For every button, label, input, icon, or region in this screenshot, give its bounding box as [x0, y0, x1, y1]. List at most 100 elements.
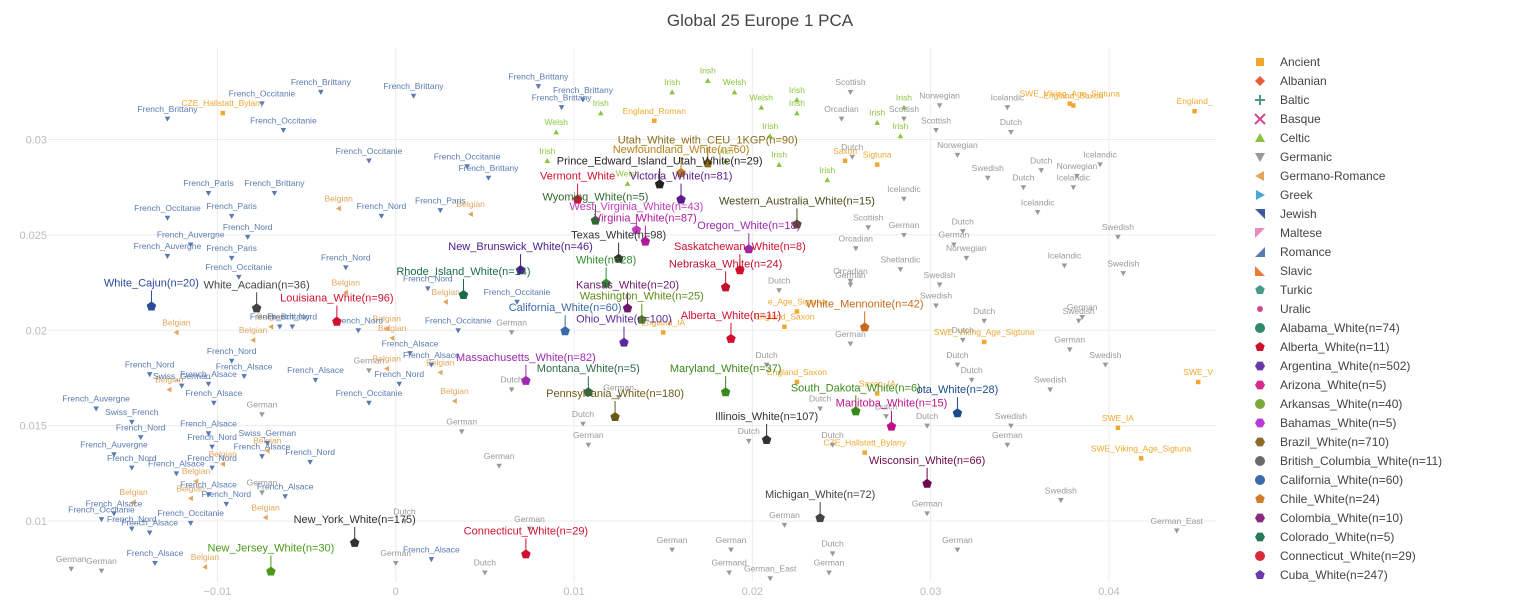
- legend-item-arkansas-white-n-40[interactable]: Arkansas_White(n=40): [1255, 397, 1402, 411]
- point-germanic-label: Swedish: [1063, 306, 1095, 316]
- point-germanic-marker: [763, 362, 770, 368]
- point-ancient-label: England_Roman: [623, 106, 687, 116]
- point-romance-marker: [187, 520, 194, 526]
- point-romance-marker: [187, 242, 194, 248]
- point-germanic-label: German: [247, 399, 278, 409]
- point-germanic-marker: [259, 412, 265, 418]
- legend[interactable]: Ancient Albanian Baltic Basque Celtic Germani…: [1254, 55, 1442, 582]
- legend-item-germano-romance[interactable]: Germano-Romance: [1255, 169, 1386, 183]
- point-germanic-marker: [968, 377, 975, 383]
- series-wyoming-white-n-5-label: Wyoming_White(n=5): [542, 192, 648, 204]
- legend-turkic-swatch: [1255, 285, 1265, 295]
- legend-item-connecticut-white-n-29[interactable]: Connecticut_White(n=29): [1255, 549, 1416, 563]
- point-romance-marker: [307, 459, 313, 465]
- point-ancient-label: SWE_Viking_Age_Sigtuna: [1091, 443, 1192, 453]
- series-ohio-white-n-100-marker: [619, 337, 629, 347]
- point-ancient-label: SWE_Viking_Age_Sigtuna: [1020, 89, 1121, 99]
- legend-item-romance[interactable]: Romance: [1255, 245, 1332, 259]
- series-rhode-island-white-n-14-label: Rhode_Island_White(n=14): [396, 266, 530, 278]
- legend-item-bahamas-white-n-5[interactable]: Bahamas_White(n=5): [1255, 416, 1396, 430]
- point-germanic-label: Dutch: [946, 350, 968, 360]
- x-tick-label: 0: [393, 586, 399, 598]
- point-romance-label: French_Brittany: [508, 71, 569, 81]
- legend-item-british-columbia-white-n-11[interactable]: British_Columbia_White(n=11): [1255, 454, 1442, 468]
- legend-jewish-swatch: [1255, 209, 1265, 219]
- point-romance-label: French_Brittany: [291, 77, 352, 87]
- point-celtic-label: Irish: [789, 98, 805, 108]
- legend-label: Germano-Romance: [1280, 169, 1386, 183]
- series-white-mennonite-n-42-label: White_Mennonite(n=42): [806, 298, 924, 310]
- point-romance-marker: [129, 526, 135, 532]
- legend-item-ancient[interactable]: Ancient: [1256, 55, 1321, 69]
- point-romance-marker: [514, 299, 520, 305]
- point-germanic-marker: [984, 175, 991, 181]
- point-germanic-marker: [883, 414, 889, 420]
- legend-item-chile-white-n-24[interactable]: Chile_White(n=24): [1255, 492, 1380, 506]
- legend-item-jewish[interactable]: Jewish: [1255, 207, 1317, 221]
- point-germanic-label: Dutch: [768, 275, 790, 285]
- point-germanic-marker: [767, 576, 773, 582]
- legend-item-greek[interactable]: Greek: [1256, 188, 1314, 202]
- series-white-n-28-label: White(n=28): [576, 255, 636, 267]
- legend-item-alabama-white-n-74[interactable]: Alabama_White(n=74): [1255, 321, 1400, 335]
- point-germanic-marker: [726, 570, 732, 576]
- point-celtic-label: Irish: [593, 98, 609, 108]
- point-celtic-label: Irish: [819, 165, 835, 175]
- point-romance-marker: [164, 215, 171, 221]
- point-romance-label: French_Occitanie: [336, 388, 403, 398]
- point-germanic-marker: [496, 463, 502, 469]
- point-germanic-marker: [1097, 162, 1103, 168]
- point-germanic-label: German: [716, 535, 747, 545]
- point-romance-label: Swiss_German: [153, 371, 211, 381]
- legend-item-baltic[interactable]: Baltic: [1255, 93, 1309, 107]
- point-germano-romance-label: Belgian: [373, 354, 402, 364]
- point-celtic-label: Irish: [664, 77, 680, 87]
- point-germanic-marker: [936, 282, 943, 288]
- point-germanic-label: Norwegian: [946, 243, 987, 253]
- point-germano-romance-label: Belgian: [239, 325, 268, 335]
- legend-item-slavic[interactable]: Slavic: [1255, 264, 1312, 278]
- legend-item-california-white-n-60[interactable]: California_White(n=60): [1255, 473, 1403, 487]
- series-montana-white-n-5-label: Montana_White(n=5): [537, 363, 640, 375]
- point-germano-romance-label: Belgian: [426, 357, 455, 367]
- legend-ancient-swatch: [1256, 58, 1264, 66]
- point-celtic-label: Irish: [539, 146, 555, 156]
- point-romance-label: Swiss_French: [105, 407, 159, 417]
- legend-albanian-swatch: [1255, 76, 1265, 86]
- point-germanic-label: Dutch: [916, 411, 938, 421]
- series-saskatchewan-white-n-8-label: Saskatchewan_White(n=8): [674, 241, 806, 253]
- legend-item-colombia-white-n-10[interactable]: Colombia_White(n=10): [1255, 511, 1403, 525]
- point-romance-marker: [137, 435, 144, 441]
- point-germanic-label: Dutch: [952, 216, 974, 226]
- point-romance-marker: [428, 362, 435, 368]
- point-ancient-marker: [981, 339, 987, 345]
- point-celtic-marker: [669, 89, 675, 95]
- point-germano-romance-label: Belgian: [155, 375, 184, 385]
- legend-item-celtic[interactable]: Celtic: [1255, 131, 1310, 145]
- legend-item-alberta-white-n-11[interactable]: Alberta_White(n=11): [1255, 340, 1390, 354]
- legend-item-cuba-white-n-247[interactable]: Cuba_White(n=247): [1255, 568, 1388, 582]
- legend-arkansas-white-n-40-swatch: [1255, 399, 1265, 409]
- legend-label: Basque: [1280, 112, 1321, 126]
- legend-item-basque[interactable]: Basque: [1254, 112, 1321, 126]
- point-romance-marker: [396, 381, 403, 387]
- legend-label: Alberta_White(n=11): [1280, 340, 1390, 354]
- point-romance-marker: [289, 324, 296, 330]
- legend-item-arizona-white-n-5[interactable]: Arizona_White(n=5): [1255, 378, 1386, 392]
- point-romance-label: French_Nord: [202, 489, 252, 499]
- point-romance-label: French_Nord: [403, 274, 453, 284]
- point-romance-marker: [312, 377, 319, 383]
- legend-item-argentina-white-n-502[interactable]: Argentina_White(n=502): [1255, 359, 1410, 373]
- legend-item-maltese[interactable]: Maltese: [1255, 226, 1322, 240]
- legend-item-uralic[interactable]: Uralic: [1257, 302, 1311, 316]
- legend-item-germanic[interactable]: Germanic: [1255, 150, 1332, 164]
- legend-item-albanian[interactable]: Albanian: [1255, 74, 1327, 88]
- point-romance-marker: [146, 530, 153, 536]
- legend-item-brazil-white-n-710[interactable]: Brazil_White(n=710): [1255, 435, 1389, 449]
- point-germanic-marker: [1020, 185, 1027, 191]
- legend-item-turkic[interactable]: Turkic: [1255, 283, 1312, 297]
- x-tick-label: 0.04: [1098, 586, 1119, 598]
- series-texas-white-n-98-marker: [613, 253, 624, 263]
- legend-item-colorado-white-n-5[interactable]: Colorado_White(n=5): [1255, 530, 1394, 544]
- point-germanic-marker: [817, 406, 823, 412]
